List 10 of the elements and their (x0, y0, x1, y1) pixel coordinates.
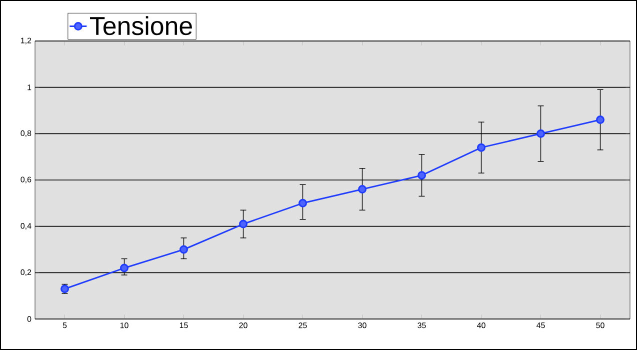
point (298, 198, 308, 208)
point (180, 245, 188, 254)
point (596, 116, 605, 124)
point (239, 220, 248, 228)
point (477, 143, 486, 152)
point (536, 129, 546, 138)
point (418, 171, 426, 180)
legend-label: Tensione (90, 16, 192, 36)
point (358, 185, 367, 194)
point (120, 264, 129, 272)
